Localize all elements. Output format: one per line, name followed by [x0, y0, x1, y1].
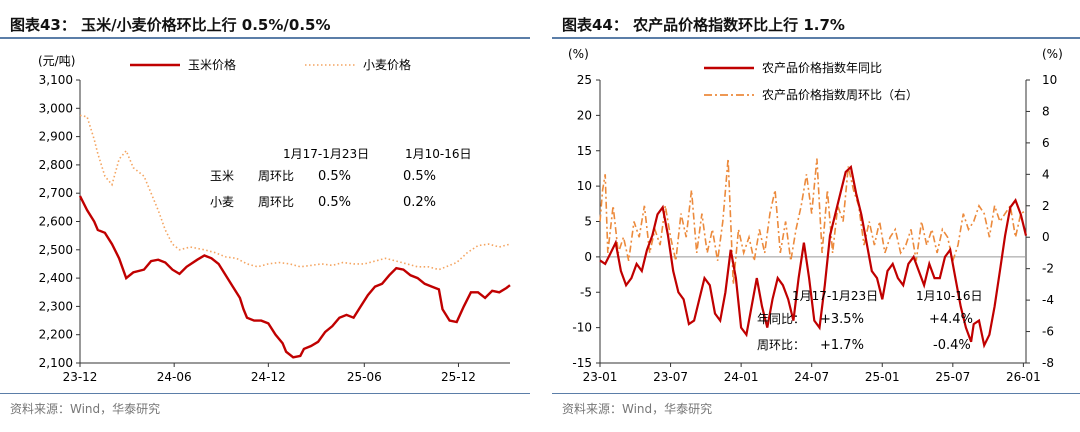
y-tick-label: 3,100	[39, 73, 73, 87]
footer-rule	[0, 393, 530, 394]
x-tick-label: 23-01	[583, 370, 618, 384]
legend-label-wheat: 小麦价格	[363, 57, 411, 72]
x-tick-label: 23-12	[63, 370, 98, 384]
annotation-header-2: 1月10-16日	[916, 289, 983, 303]
x-tick-label: 24-06	[157, 370, 192, 384]
annotation-row-corn-v2: 0.5%	[403, 169, 436, 184]
series-line-wow	[599, 158, 1027, 285]
annotation-header-2: 1月10-16日	[405, 147, 472, 161]
y-tick-left-label: -5	[580, 285, 592, 299]
annotation-row-wheat-name: 小麦	[210, 195, 234, 209]
y-tick-label: 2,100	[39, 356, 73, 370]
legend-label-wow: 农产品价格指数周环比（右）	[762, 87, 918, 102]
legend-label-corn: 玉米价格	[188, 57, 236, 72]
y-tick-label: 2,600	[39, 215, 73, 229]
annotation-row-wheat-v2: 0.2%	[403, 195, 436, 210]
chart-title: 图表44： 农产品价格指数环比上行 1.7%	[562, 16, 845, 34]
y-tick-label: 2,400	[39, 271, 73, 285]
chart-title: 图表43： 玉米/小麦价格环比上行 0.5%/0.5%	[10, 16, 331, 34]
chart-panel-corn-wheat: 图表43： 玉米/小麦价格环比上行 0.5%/0.5% (元/吨) 3,100 3…	[0, 0, 530, 432]
y-axis-right-label: (%)	[1042, 47, 1063, 61]
chart-svg-corn-wheat: (元/吨) 3,100 3,000 2,900 2,800 2,700 2,600 2,50…	[38, 54, 511, 384]
x-tick-label: 25-07	[935, 370, 970, 384]
x-tick-label: 24-07	[794, 370, 829, 384]
y-tick-right-label: 0	[1042, 230, 1050, 244]
y-tick-label: 2,200	[39, 328, 73, 342]
x-tick-label: 25-01	[865, 370, 900, 384]
y-axis-left-label: (%)	[568, 47, 589, 61]
y-tick-right-label: 10	[1042, 73, 1057, 87]
annotation-row-wow-v1: +1.7%	[820, 338, 864, 353]
annotation-row-yoy-v2: +4.4%	[929, 312, 973, 327]
y-tick-left-label: 5	[584, 215, 592, 229]
x-tick-label: 24-12	[251, 370, 286, 384]
source-note: 资料来源：Wind，华泰研究	[562, 402, 713, 416]
x-tick-label: 23-07	[653, 370, 688, 384]
y-tick-right-label: 8	[1042, 104, 1050, 118]
x-tick-label: 25-06	[347, 370, 382, 384]
y-tick-left-label: -10	[572, 321, 592, 335]
chart-panel-agri-index: 图表44： 农产品价格指数环比上行 1.7% (%) (%) 25 20 15 10 5…	[552, 0, 1080, 432]
y-tick-left-label: 20	[577, 108, 592, 122]
source-note: 资料来源：Wind，华泰研究	[10, 402, 161, 416]
annotation-row-corn-metric: 周环比	[258, 169, 294, 183]
y-tick-label: 2,800	[39, 158, 73, 172]
y-tick-left-label: 0	[584, 250, 592, 264]
y-tick-right-label: 4	[1042, 167, 1050, 181]
y-tick-right-label: -2	[1042, 262, 1054, 276]
y-tick-label: 2,300	[39, 299, 73, 313]
series-line-wheat	[79, 114, 511, 271]
y-axis-label: (元/吨)	[38, 54, 75, 68]
title-rule	[0, 37, 530, 39]
y-tick-right-label: -4	[1042, 293, 1054, 307]
x-tick-label: 24-01	[724, 370, 759, 384]
series-line-corn	[78, 195, 511, 359]
y-tick-left-label: 15	[577, 144, 592, 158]
annotation-header-1: 1月17-1月23日	[283, 147, 369, 161]
y-tick-label: 2,900	[39, 130, 73, 144]
y-tick-right-label: -8	[1042, 356, 1054, 370]
y-tick-left-label: 10	[577, 179, 592, 193]
annotation-row-yoy-metric: 年同比：	[757, 312, 805, 326]
legend-label-yoy: 农产品价格指数年同比	[762, 60, 882, 75]
y-tick-right-label: 6	[1042, 136, 1050, 150]
y-tick-left-label: -15	[572, 356, 592, 370]
annotation-row-wow-metric: 周环比：	[757, 338, 805, 352]
y-tick-label: 2,700	[39, 186, 73, 200]
annotation-row-yoy-v1: +3.5%	[820, 312, 864, 327]
footer-rule	[552, 393, 1080, 394]
y-tick-right-label: -6	[1042, 325, 1054, 339]
annotation-row-corn-name: 玉米	[210, 169, 234, 183]
annotation-header-1: 1月17-1月23日	[792, 289, 878, 303]
annotation-row-wheat-metric: 周环比	[258, 195, 294, 209]
annotation-row-wow-v2: -0.4%	[933, 338, 971, 353]
annotation-row-corn-v1: 0.5%	[318, 169, 351, 184]
series-line-yoy	[599, 164, 1028, 349]
annotation-row-wheat-v1: 0.5%	[318, 195, 351, 210]
x-tick-label: 26-01	[1006, 370, 1041, 384]
y-tick-label: 2,500	[39, 243, 73, 257]
y-tick-left-label: 25	[577, 73, 592, 87]
y-tick-right-label: 2	[1042, 199, 1050, 213]
x-tick-label: 25-12	[441, 370, 476, 384]
title-rule	[552, 37, 1080, 39]
y-tick-label: 3,000	[39, 101, 73, 115]
